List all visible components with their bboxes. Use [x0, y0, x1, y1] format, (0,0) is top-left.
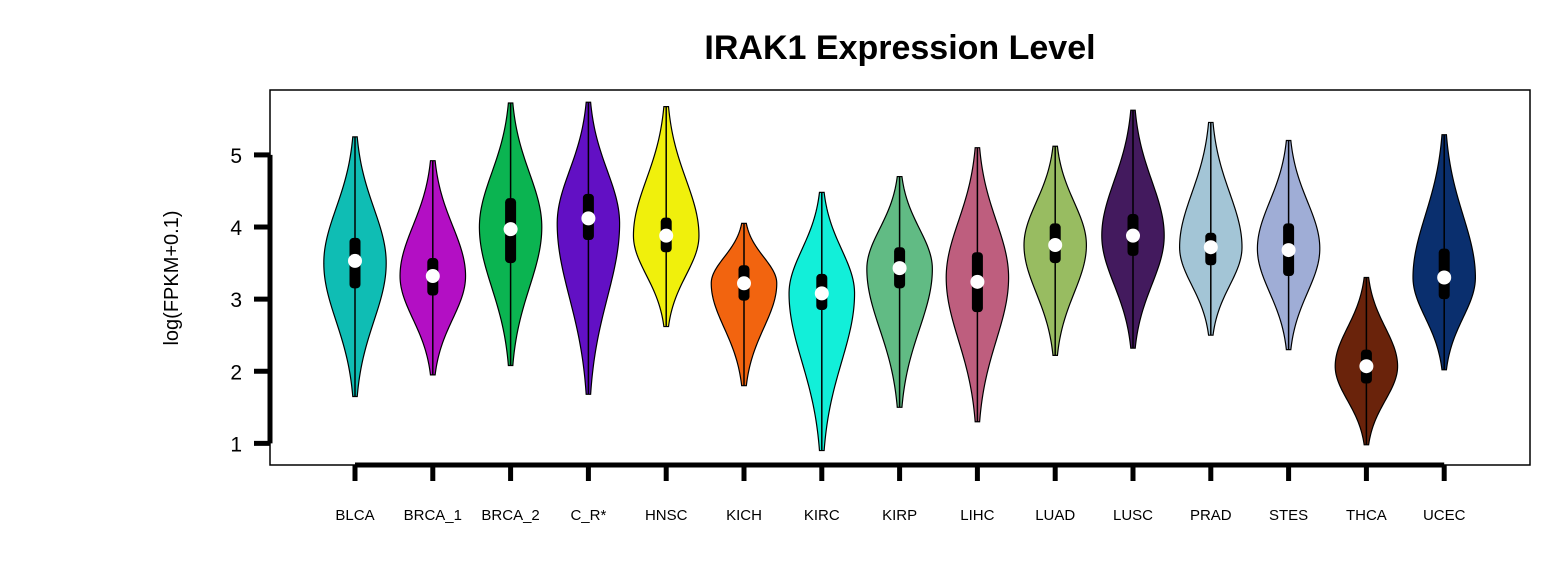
- median-point-kirc: [814, 286, 829, 301]
- x-tick-label-lusc: LUSC: [1113, 507, 1153, 524]
- y-tick-label: 2: [230, 361, 242, 384]
- violins: [323, 101, 1476, 452]
- x-tick-label-brca-2: BRCA_2: [481, 507, 539, 524]
- median-point-brca-1: [425, 269, 440, 284]
- median-point-ucec: [1437, 270, 1452, 285]
- median-point-thca: [1359, 359, 1374, 374]
- median-point-stes: [1281, 243, 1296, 258]
- x-tick-label-blca: BLCA: [335, 507, 374, 524]
- x-tick-label-hnsc: HNSC: [645, 507, 688, 524]
- violin-brca-2: [478, 102, 543, 367]
- x-tick-label-thca: THCA: [1346, 507, 1387, 524]
- violin-stes: [1256, 139, 1321, 351]
- y-tick-label: 4: [230, 217, 242, 240]
- median-point-prad: [1203, 240, 1218, 255]
- violin-c-r: [556, 101, 621, 395]
- y-axis-label: log(FPKM+0.1): [161, 210, 183, 345]
- x-tick-label-kirp: KIRP: [882, 507, 917, 524]
- violin-brca-1: [399, 160, 467, 376]
- x-tick-label-luad: LUAD: [1035, 507, 1075, 524]
- median-point-brca-2: [503, 222, 518, 237]
- violin-kich: [710, 222, 778, 387]
- y-tick-label: 1: [230, 433, 242, 456]
- violin-luad: [1023, 145, 1088, 356]
- median-point-blca: [348, 253, 362, 268]
- x-axis: BLCA BRCA_1 BRCA_2 C_R* HNSC KICH KIRC KIRP LIHC…: [335, 462, 1466, 524]
- violin-ucec: [1412, 134, 1476, 371]
- y-tick-label: 5: [230, 145, 242, 168]
- x-tick-label-stes: STES: [1269, 507, 1308, 524]
- median-point-lihc: [970, 274, 985, 289]
- median-point-lusc: [1126, 228, 1140, 243]
- violin-kirc: [788, 191, 856, 452]
- x-tick-label-brca-1: BRCA_1: [404, 507, 462, 524]
- y-tick-label: 3: [230, 289, 242, 312]
- median-point-kirp: [892, 261, 907, 276]
- x-tick-label-lihc: LIHC: [960, 507, 994, 524]
- x-tick-label-c-r: C_R*: [570, 507, 606, 524]
- median-point-hnsc: [659, 228, 674, 243]
- violin-lusc: [1101, 109, 1165, 349]
- violin-hnsc: [632, 105, 700, 328]
- violin-kirp: [866, 175, 933, 408]
- median-point-c-r: [581, 211, 596, 226]
- median-point-kich: [737, 276, 751, 291]
- x-tick-label-ucec: UCEC: [1423, 507, 1466, 524]
- y-axis: 1 2 3 4 5: [230, 145, 273, 456]
- x-tick-label-prad: PRAD: [1190, 507, 1232, 524]
- violin-lihc: [945, 147, 1010, 423]
- chart-title: IRAK1 Expression Level: [704, 29, 1095, 67]
- violin-thca: [1334, 276, 1399, 446]
- median-point-luad: [1048, 238, 1063, 253]
- x-tick-label-kirc: KIRC: [804, 507, 840, 524]
- x-tick-label-kich: KICH: [726, 507, 762, 524]
- violin-prad: [1178, 121, 1243, 336]
- violin-blca: [323, 136, 387, 398]
